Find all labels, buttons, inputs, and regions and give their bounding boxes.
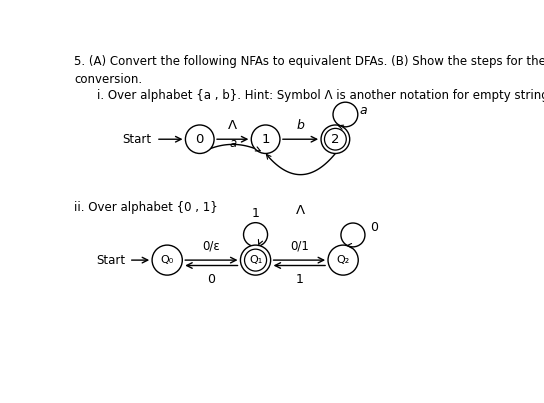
Text: Q₂: Q₂	[337, 255, 350, 265]
Text: Start: Start	[122, 133, 151, 146]
Text: a: a	[360, 104, 367, 117]
Text: ii. Over alphabet {0 , 1}: ii. Over alphabet {0 , 1}	[74, 201, 218, 214]
Text: 1: 1	[295, 273, 303, 286]
Text: b: b	[296, 119, 305, 132]
Text: Q₁: Q₁	[249, 255, 262, 265]
Circle shape	[321, 125, 350, 154]
Text: 1: 1	[252, 207, 259, 220]
Text: 2: 2	[331, 133, 339, 146]
Text: 0: 0	[207, 273, 215, 286]
Circle shape	[251, 125, 280, 154]
Text: i. Over alphabet {a , b}. Hint: Symbol Λ is another notation for empty string (ε: i. Over alphabet {a , b}. Hint: Symbol Λ…	[97, 89, 544, 102]
Text: Q₀: Q₀	[160, 255, 174, 265]
Circle shape	[328, 245, 358, 275]
Text: 0/ε: 0/ε	[202, 239, 220, 252]
Text: 5. (A) Convert the following NFAs to equivalent DFAs. (B) Show the steps for the: 5. (A) Convert the following NFAs to equ…	[74, 54, 544, 85]
Text: Λ: Λ	[228, 119, 237, 132]
Circle shape	[186, 125, 214, 154]
Circle shape	[152, 245, 182, 275]
Text: 0: 0	[370, 221, 378, 234]
Text: 0/1: 0/1	[290, 239, 309, 252]
Text: a: a	[229, 137, 236, 150]
Text: Start: Start	[96, 253, 125, 267]
Text: 0: 0	[195, 133, 204, 146]
Text: Λ: Λ	[296, 204, 305, 216]
Text: 1: 1	[261, 133, 270, 146]
Circle shape	[240, 245, 271, 275]
